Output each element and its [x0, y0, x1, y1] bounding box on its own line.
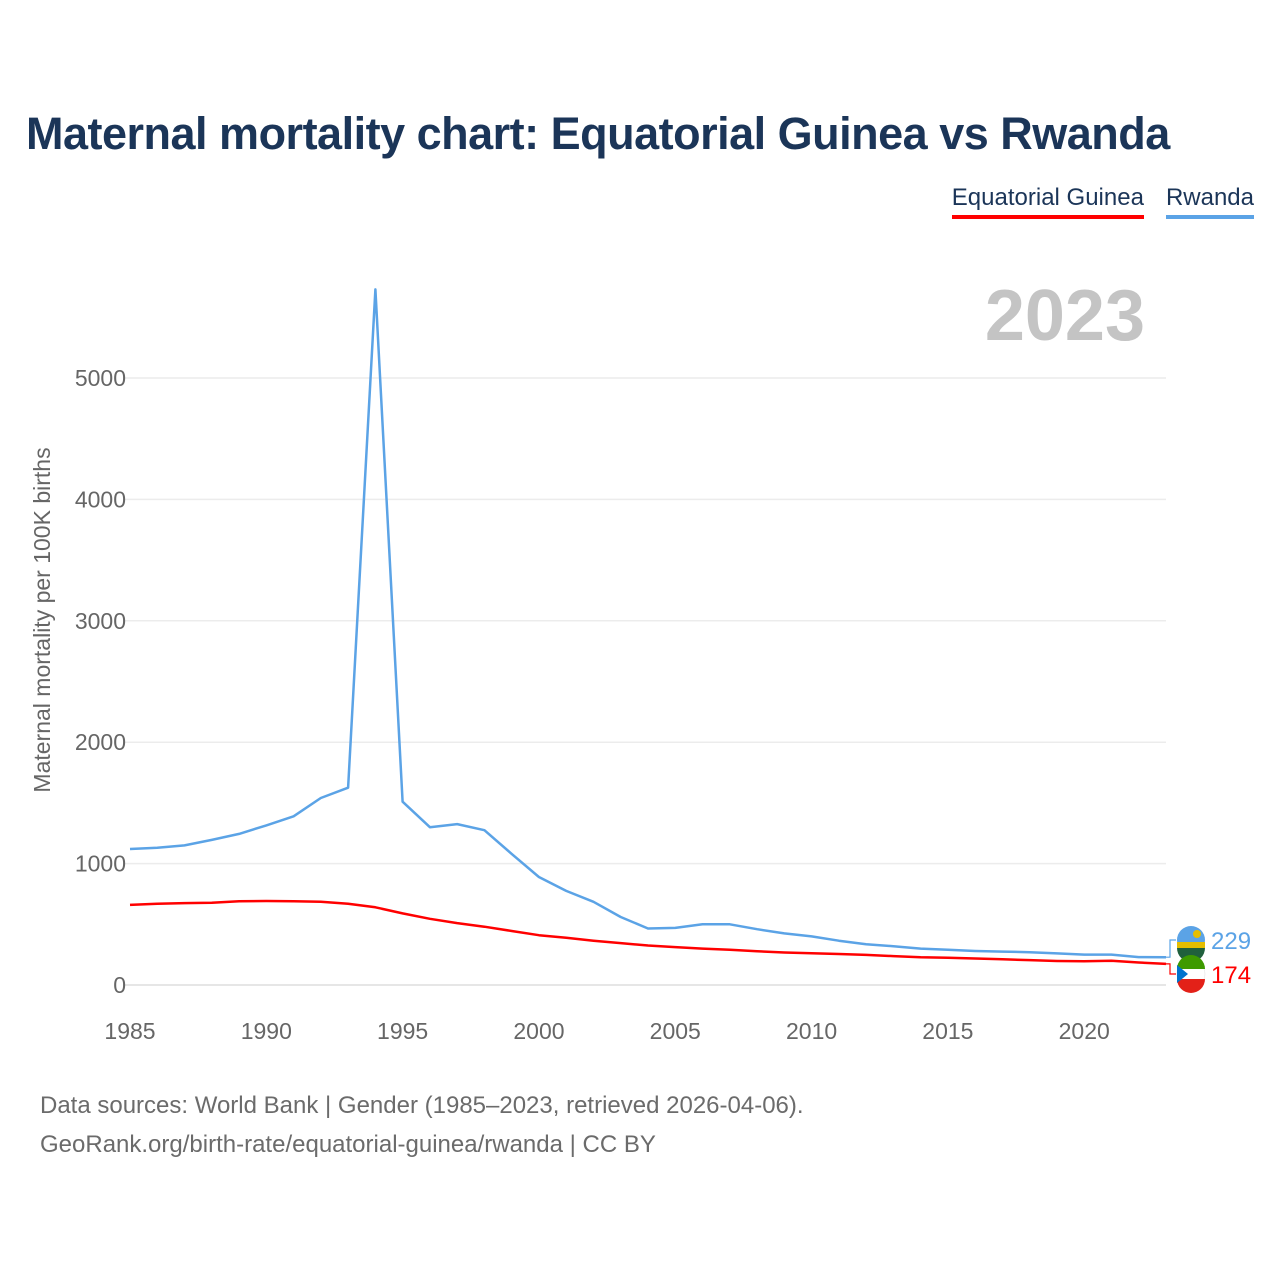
x-tick-label: 1995	[377, 1018, 428, 1044]
flag-eq-triangle	[1177, 965, 1188, 983]
flag-eq-green	[1177, 955, 1205, 969]
x-tick-label: 2020	[1059, 1018, 1110, 1044]
footer-url[interactable]: GeoRank.org/birth-rate/equatorial-guinea…	[40, 1131, 656, 1158]
y-tick-label: 2000	[75, 729, 126, 755]
x-tick-label: 2015	[922, 1018, 973, 1044]
end-label-rwanda: 229	[1211, 928, 1251, 955]
grid-lines	[125, 377, 1166, 986]
series-line-rwanda	[129, 288, 1167, 959]
series-line-equatorial-guinea	[129, 899, 1167, 966]
x-axis-ticks: 1985 1990 1995 2000 2005 2010 2015 2020	[104, 1018, 1109, 1044]
end-connector-equatorial-guinea	[1166, 963, 1176, 975]
y-tick-label: 3000	[75, 608, 126, 634]
flag-eq-red	[1177, 979, 1205, 993]
footer-source: Data sources: World Bank | Gender (1985–…	[40, 1092, 804, 1119]
flag-rwanda-yellow	[1177, 942, 1205, 948]
footer: Data sources: World Bank | Gender (1985–…	[40, 1086, 804, 1164]
y-tick-label: 4000	[75, 486, 126, 512]
y-tick-label: 1000	[75, 851, 126, 877]
y-axis-ticks: 0 1000 2000 3000 4000 5000	[75, 365, 126, 998]
year-label: 2023	[985, 276, 1145, 356]
legend-item-rwanda[interactable]: Rwanda	[1165, 184, 1254, 219]
x-tick-label: 2005	[650, 1018, 701, 1044]
x-tick-label: 2010	[786, 1018, 837, 1044]
flag-icon-equatorial-guinea	[1176, 955, 1206, 993]
end-label-equatorial-guinea: 174	[1211, 962, 1251, 989]
legend-item-equatorial-guinea[interactable]: Equatorial Guinea	[951, 184, 1144, 219]
y-tick-label: 0	[113, 972, 126, 998]
x-tick-label: 2000	[513, 1018, 564, 1044]
y-axis-label: Maternal mortality per 100K births	[29, 447, 55, 792]
x-tick-label: 1985	[104, 1018, 155, 1044]
chart-title: Maternal mortality chart: Equatorial Gui…	[26, 108, 1170, 159]
x-tick-label: 1990	[241, 1018, 292, 1044]
legend: Equatorial Guinea Rwanda	[951, 184, 1254, 219]
flag-rwanda-sun	[1193, 930, 1201, 938]
y-tick-label: 5000	[75, 365, 126, 391]
series-lines	[129, 288, 1167, 966]
end-connector-rwanda	[1166, 939, 1176, 958]
